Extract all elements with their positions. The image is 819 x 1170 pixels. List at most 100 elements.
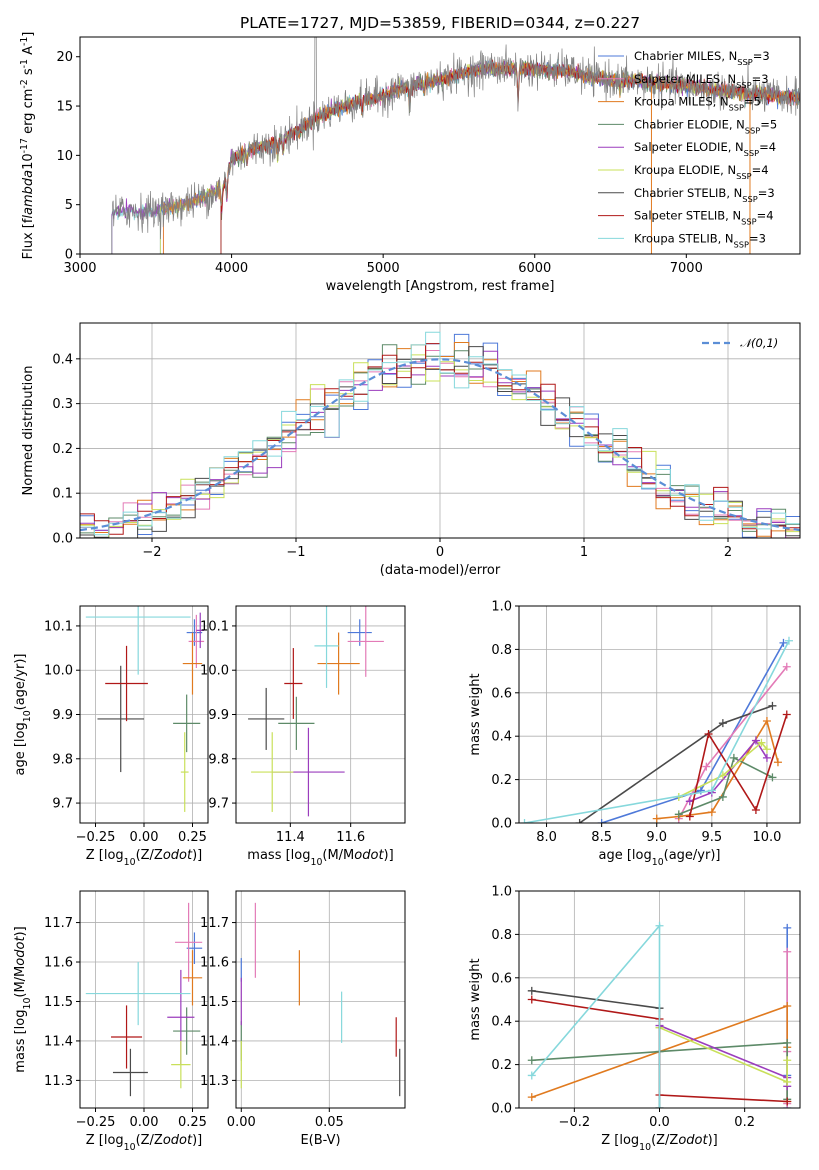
plus-marker xyxy=(597,819,606,823)
y-tick-label: 0.3 xyxy=(52,397,73,412)
x-tick-label: 10.0 xyxy=(752,830,781,845)
series-kroupa-stelib xyxy=(527,921,664,1108)
x-tick-label: 0.0 xyxy=(649,1115,670,1130)
x-axis-label: mass [log10(M/Modot)] xyxy=(247,848,393,868)
plus-marker xyxy=(762,745,771,754)
x-tick-label: 11.6 xyxy=(336,830,365,845)
panel-mass-vs-Z: −0.25 0.00 0.25 11.3 11.4 11.5 11.6 11.7 Z [log1… xyxy=(13,890,209,1153)
plot-area xyxy=(527,921,792,1108)
plus-marker xyxy=(527,1093,536,1102)
x-tick-label: 0.2 xyxy=(734,1115,755,1130)
legend-entry: 𝒩(0,1) xyxy=(740,336,778,350)
data-point-chabrier-stelib xyxy=(97,665,144,773)
x-tick-label: −0.25 xyxy=(76,830,116,845)
plot-area xyxy=(111,37,800,254)
y-tick-label: 11.6 xyxy=(200,956,229,971)
x-tick-label: 9.5 xyxy=(701,830,722,845)
x-tick-label: 11.4 xyxy=(276,830,305,845)
x-tick-label: 1 xyxy=(580,545,588,560)
plus-marker xyxy=(751,805,760,814)
x-tick-label: 4000 xyxy=(215,261,248,276)
legend-entry: Salpeter ELODIE, NSSP=4 xyxy=(634,140,776,158)
legend: Chabrier MILES, NSSP=3 Salpeter MILES, NS… xyxy=(598,49,777,249)
plus-marker xyxy=(783,923,792,932)
y-tick-label: 11.3 xyxy=(44,1074,73,1089)
series-line xyxy=(678,756,773,816)
y-tick-label: 9.9 xyxy=(52,708,73,723)
plot-area xyxy=(248,606,384,817)
y-axis-label: mass weight xyxy=(468,958,483,1040)
series-salpeter-stelib xyxy=(685,710,791,821)
figure-title: PLATE=1727, MJD=53859, FIBERID=0344, z=0… xyxy=(240,14,640,32)
y-tick-label: 1.0 xyxy=(491,600,512,615)
plot-area xyxy=(80,331,800,538)
panel-age-vs-Z: −0.25 0.00 0.25 9.7 9.8 9.9 10.0 10.1 Z [log10(Z… xyxy=(13,605,209,868)
y-tick-label: 11.5 xyxy=(44,995,73,1010)
panel-massweight-vs-Z: −0.2 0.0 0.2 0.0 0.2 0.4 0.6 0.8 1.0 Z [log10(Z/Z… xyxy=(468,885,801,1153)
y-tick-label: 11.6 xyxy=(44,956,73,971)
data-point-kroupa-elodie xyxy=(251,732,294,812)
y-tick-label: 0.0 xyxy=(491,1102,512,1117)
normal-curve xyxy=(80,358,800,532)
legend-entry: Chabrier ELODIE, NSSP=5 xyxy=(634,117,777,135)
data-point-chabrier-stelib xyxy=(248,687,285,750)
data-point-salpeter-stelib xyxy=(105,645,148,722)
series-line xyxy=(689,714,788,817)
y-tick-label: 11.7 xyxy=(200,916,229,931)
y-tick-label: 10.0 xyxy=(44,664,73,679)
plus-marker xyxy=(527,986,536,995)
data-point-chabrier-stelib xyxy=(112,1048,148,1097)
axes-frame xyxy=(79,36,801,255)
plus-marker xyxy=(783,1097,792,1106)
y-tick-label: 10.1 xyxy=(44,619,73,634)
plus-marker xyxy=(527,1071,536,1080)
series-chabrier-stelib xyxy=(575,701,777,823)
series-kroupa-stelib xyxy=(520,636,793,823)
y-tick-label: 0.2 xyxy=(491,1058,512,1073)
data-point-chabrier-miles xyxy=(186,932,203,964)
x-axis-label: E(B-V) xyxy=(300,1133,340,1148)
y-tick-label: 11.4 xyxy=(44,1034,73,1049)
series-line xyxy=(579,705,773,823)
x-tick-label: −0.2 xyxy=(559,1115,591,1130)
axes-frame xyxy=(518,605,801,824)
data-point-kroupa-stelib xyxy=(85,962,191,1026)
x-axis-label: Z [log10(Z/Zodot)] xyxy=(601,1133,718,1153)
plus-marker xyxy=(729,753,738,762)
x-tick-label: 8.0 xyxy=(536,830,557,845)
plus-marker xyxy=(702,762,711,771)
plus-marker xyxy=(655,921,664,930)
x-tick-label: 9.0 xyxy=(646,830,667,845)
legend-entry: Salpeter STELIB, NSSP=4 xyxy=(634,209,774,227)
plus-marker xyxy=(782,710,791,719)
y-tick-label: 0.4 xyxy=(491,730,512,745)
y-tick-label: 0.1 xyxy=(52,487,73,502)
plus-marker xyxy=(779,638,788,647)
y-tick-label: 0.0 xyxy=(52,532,73,547)
data-point-kroupa-miles xyxy=(182,950,203,1006)
plus-marker xyxy=(707,786,716,795)
y-tick-label: 11.3 xyxy=(200,1074,229,1089)
plus-marker xyxy=(783,947,792,956)
plus-marker xyxy=(718,792,727,801)
data-point-kroupa-elodie xyxy=(171,1040,191,1089)
y-tick-label: 0.6 xyxy=(491,686,512,701)
plus-marker xyxy=(783,1002,792,1011)
x-axis-label: wavelength [Angstrom, rest frame] xyxy=(326,279,555,294)
data-point-kroupa-stelib xyxy=(314,606,339,688)
y-tick-label: 15 xyxy=(56,100,73,115)
data-point-salpeter-miles xyxy=(347,606,384,677)
data-point-kroupa-elodie xyxy=(180,732,189,812)
plus-marker xyxy=(783,1077,792,1086)
legend: 𝒩(0,1) xyxy=(702,336,778,350)
plus-marker xyxy=(768,773,777,782)
x-tick-label: −1 xyxy=(286,545,305,560)
panel-residuals: −2 −1 0 1 2 0.0 0.1 0.2 0.3 0.4 (data-model)/error… xyxy=(21,322,801,578)
plus-marker xyxy=(782,662,791,671)
data-point-chabrier-elodie xyxy=(278,696,315,750)
y-tick-label: 5 xyxy=(65,198,73,213)
data-point-salpeter-stelib xyxy=(111,1005,143,1069)
legend-entry: Kroupa MILES, NSSP=5 xyxy=(634,95,761,113)
plus-marker xyxy=(655,1104,664,1108)
y-axis-label: age [log10(age/yr)] xyxy=(13,654,33,776)
